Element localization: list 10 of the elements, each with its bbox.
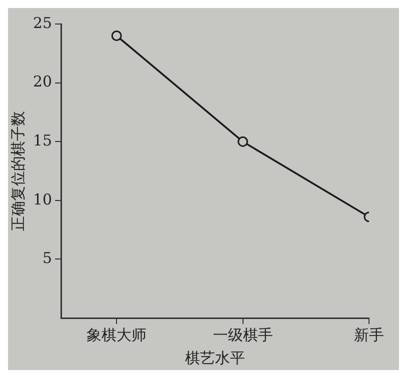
x-tick-label: 新手 [354, 326, 384, 344]
y-tick-label: 20 [32, 72, 52, 91]
x-tick-label: 一级棋手 [212, 326, 273, 344]
x-axis-title: 棋艺水平 [185, 348, 246, 367]
y-axis-title: 正确复位的棋子数 [8, 111, 27, 231]
y-tick-label: 10 [32, 190, 52, 208]
y-tick-label: 25 [32, 14, 52, 32]
y-tick-label: 5 [42, 249, 52, 268]
x-tick-label: 象棋大师 [86, 326, 147, 344]
y-tick-label: 15 [32, 131, 52, 150]
